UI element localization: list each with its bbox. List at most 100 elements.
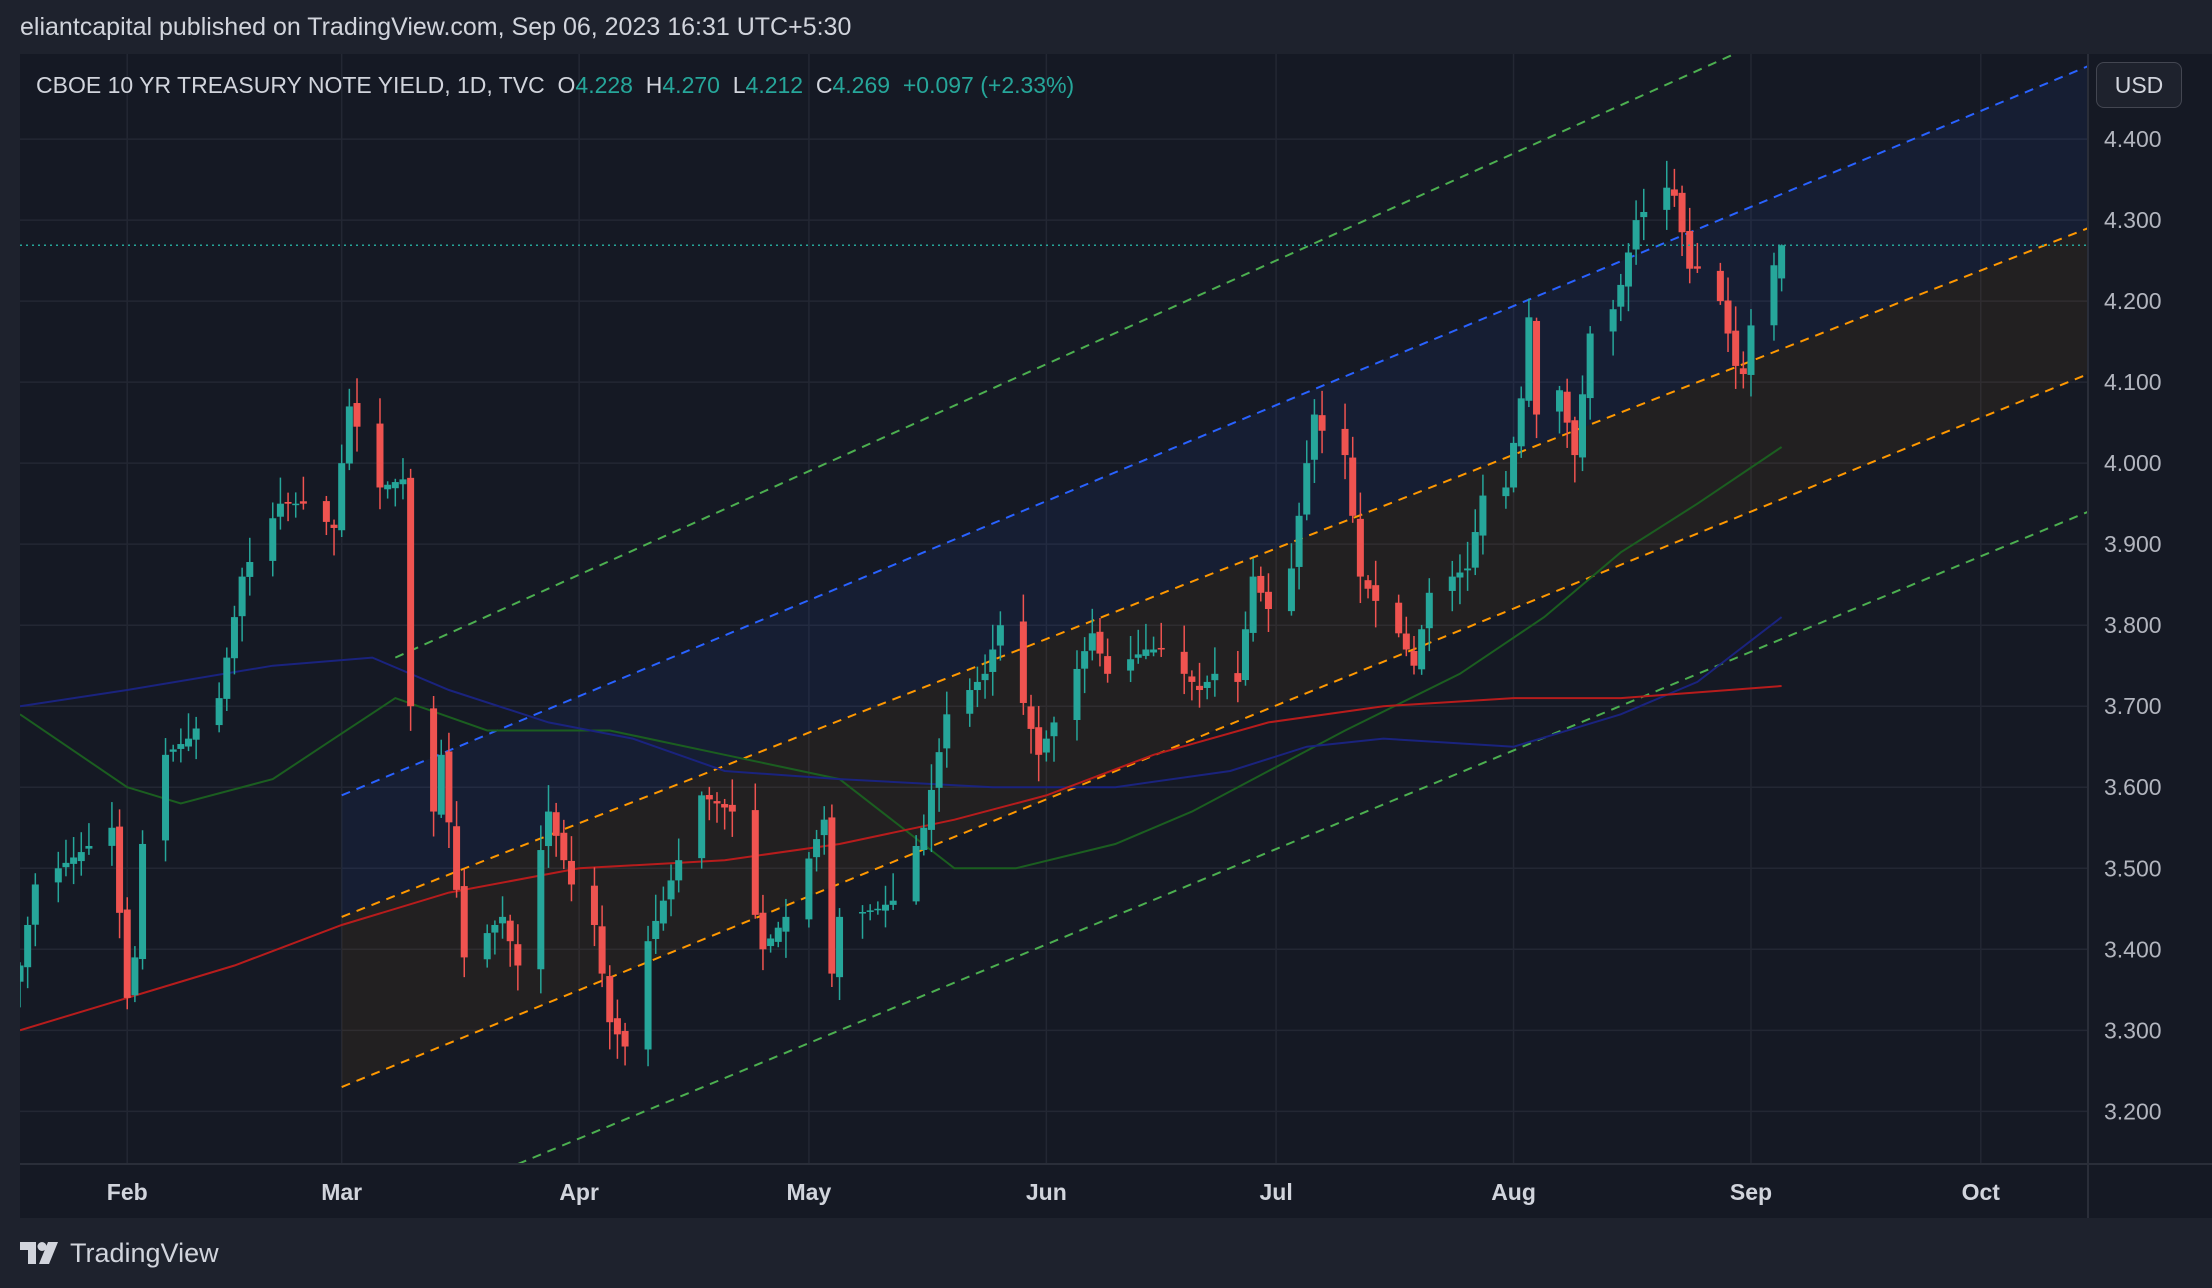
candle-body	[1556, 390, 1564, 412]
candle-body	[544, 811, 552, 847]
candle-body	[1525, 317, 1533, 401]
candle-body	[483, 933, 491, 960]
y-tick-label: 4.000	[2104, 450, 2162, 476]
moving-averages-layer	[20, 446, 1783, 1032]
candle-body	[491, 924, 499, 933]
candle-body	[1510, 442, 1518, 488]
candle-body	[123, 909, 131, 998]
candle-body	[276, 503, 284, 517]
legend-high-value: 4.270	[662, 72, 720, 98]
channel-fill-upper	[341, 66, 2088, 917]
candle-body	[820, 819, 828, 836]
candle-body	[1303, 463, 1311, 515]
candle-body	[1088, 633, 1096, 651]
candle-body	[1778, 245, 1786, 279]
y-tick-label: 3.200	[2104, 1098, 2162, 1124]
channel-line-1	[341, 65, 2089, 797]
candle-body	[223, 657, 231, 699]
candle-body	[920, 827, 928, 850]
candle-body	[108, 827, 116, 846]
candle-body	[1739, 368, 1747, 375]
candle-body	[1640, 211, 1648, 218]
candle-body	[246, 562, 254, 577]
candle-body	[1517, 398, 1525, 447]
candle-body	[859, 912, 867, 914]
channel-line-2	[341, 227, 2089, 918]
candle-body	[1073, 668, 1081, 720]
moving-average-2	[20, 685, 1782, 1032]
chart-area[interactable]: 4.269 4.400 4.300 4.200 4.100 4.000 3.900 3.80…	[20, 54, 2212, 1218]
candle-body	[1127, 659, 1135, 671]
published-text: eliantcapital published on TradingView.c…	[20, 12, 852, 41]
candle-body	[453, 826, 461, 890]
candle-body	[1732, 330, 1740, 366]
candle-body	[613, 1018, 621, 1035]
candle-body	[1081, 651, 1089, 669]
candle-body	[1578, 394, 1586, 458]
candle-body	[20, 965, 24, 982]
candle-body	[399, 479, 407, 485]
candle-body	[767, 938, 775, 947]
channel-lines-layer	[341, 54, 2089, 1165]
candle-body	[430, 708, 438, 812]
candle-body	[437, 754, 445, 815]
candle-body	[1196, 685, 1204, 691]
currency-button[interactable]: USD	[2096, 62, 2182, 108]
candle-body	[1533, 320, 1541, 415]
candle-body	[881, 904, 889, 911]
candle-body	[1356, 518, 1364, 577]
candle-body	[705, 795, 713, 800]
candle-body	[445, 751, 453, 823]
candle-body	[1142, 649, 1150, 656]
candle-body	[1096, 631, 1104, 654]
price-chart[interactable]: 4.269 4.400 4.300 4.200 4.100 4.000 3.900 3.80…	[20, 54, 2212, 1218]
candle-body	[966, 690, 974, 714]
candle-body	[1464, 568, 1472, 571]
symbol-legend: CBOE 10 YR TREASURY NOTE YIELD, 1D, TVC …	[36, 72, 1074, 99]
candle-body	[989, 649, 997, 672]
candle-body	[1134, 654, 1142, 658]
candle-body	[1203, 681, 1211, 688]
candle-body	[139, 843, 147, 960]
candle-body	[62, 862, 70, 868]
candle-body	[460, 886, 468, 958]
y-tick-label: 3.700	[2104, 693, 2162, 719]
candle-body	[1502, 487, 1510, 497]
tradingview-brand: TradingView	[70, 1237, 219, 1268]
legend-close-label: C	[815, 72, 833, 98]
candle-body	[1563, 391, 1571, 423]
candle-body	[1050, 722, 1058, 737]
candle-body	[652, 920, 660, 939]
candle-body	[1609, 309, 1617, 332]
candle-body	[353, 403, 361, 427]
price-axis	[2088, 54, 2212, 1218]
x-tick-label: Sep	[1730, 1179, 1772, 1205]
candle-body	[598, 926, 606, 974]
candle-body	[131, 957, 139, 996]
candle-body	[1364, 580, 1372, 589]
candle-body	[299, 501, 307, 504]
candle-body	[1663, 187, 1671, 210]
candle-body	[912, 845, 920, 902]
candle-body	[177, 744, 185, 749]
candle-body	[606, 976, 614, 1023]
candle-body	[721, 804, 729, 808]
candle-body	[552, 812, 560, 836]
candle-body	[1264, 591, 1272, 609]
candle-body	[1448, 576, 1456, 591]
candle-body	[376, 423, 384, 488]
legend-change-value: +0.097 (+2.33%)	[902, 72, 1075, 98]
tradingview-logo-icon	[20, 1242, 58, 1264]
channel-line-0	[394, 54, 1737, 659]
candle-body	[1234, 673, 1242, 682]
candle-body	[1410, 650, 1418, 666]
candle-body	[499, 916, 507, 924]
tradingview-logo[interactable]: TradingView	[20, 1238, 219, 1269]
candle-body	[560, 832, 568, 861]
candle-body	[407, 477, 415, 707]
channel-line-4	[517, 510, 2089, 1165]
candle-body	[77, 852, 85, 862]
candle-body	[1632, 220, 1640, 250]
candle-body	[927, 789, 935, 830]
legend-open-label: O	[557, 72, 576, 98]
